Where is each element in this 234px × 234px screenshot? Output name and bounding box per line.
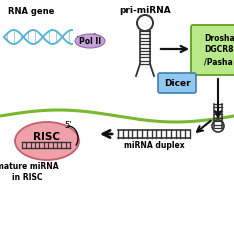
Text: 5’: 5’ xyxy=(64,121,72,131)
Text: pri-miRNA: pri-miRNA xyxy=(119,6,171,15)
Text: RISC: RISC xyxy=(33,132,61,142)
Text: Pol II: Pol II xyxy=(79,37,101,45)
Text: RNA gene: RNA gene xyxy=(8,7,54,17)
Text: Dicer: Dicer xyxy=(164,78,190,88)
FancyBboxPatch shape xyxy=(191,25,234,75)
Text: miRNA duplex: miRNA duplex xyxy=(124,142,184,150)
FancyBboxPatch shape xyxy=(158,73,196,93)
Text: mature miRNA
in RISC: mature miRNA in RISC xyxy=(0,162,58,182)
Text: Drosha
DGCR8
/Pasha: Drosha DGCR8 /Pasha xyxy=(204,34,234,66)
Ellipse shape xyxy=(75,34,105,48)
Ellipse shape xyxy=(15,122,79,160)
